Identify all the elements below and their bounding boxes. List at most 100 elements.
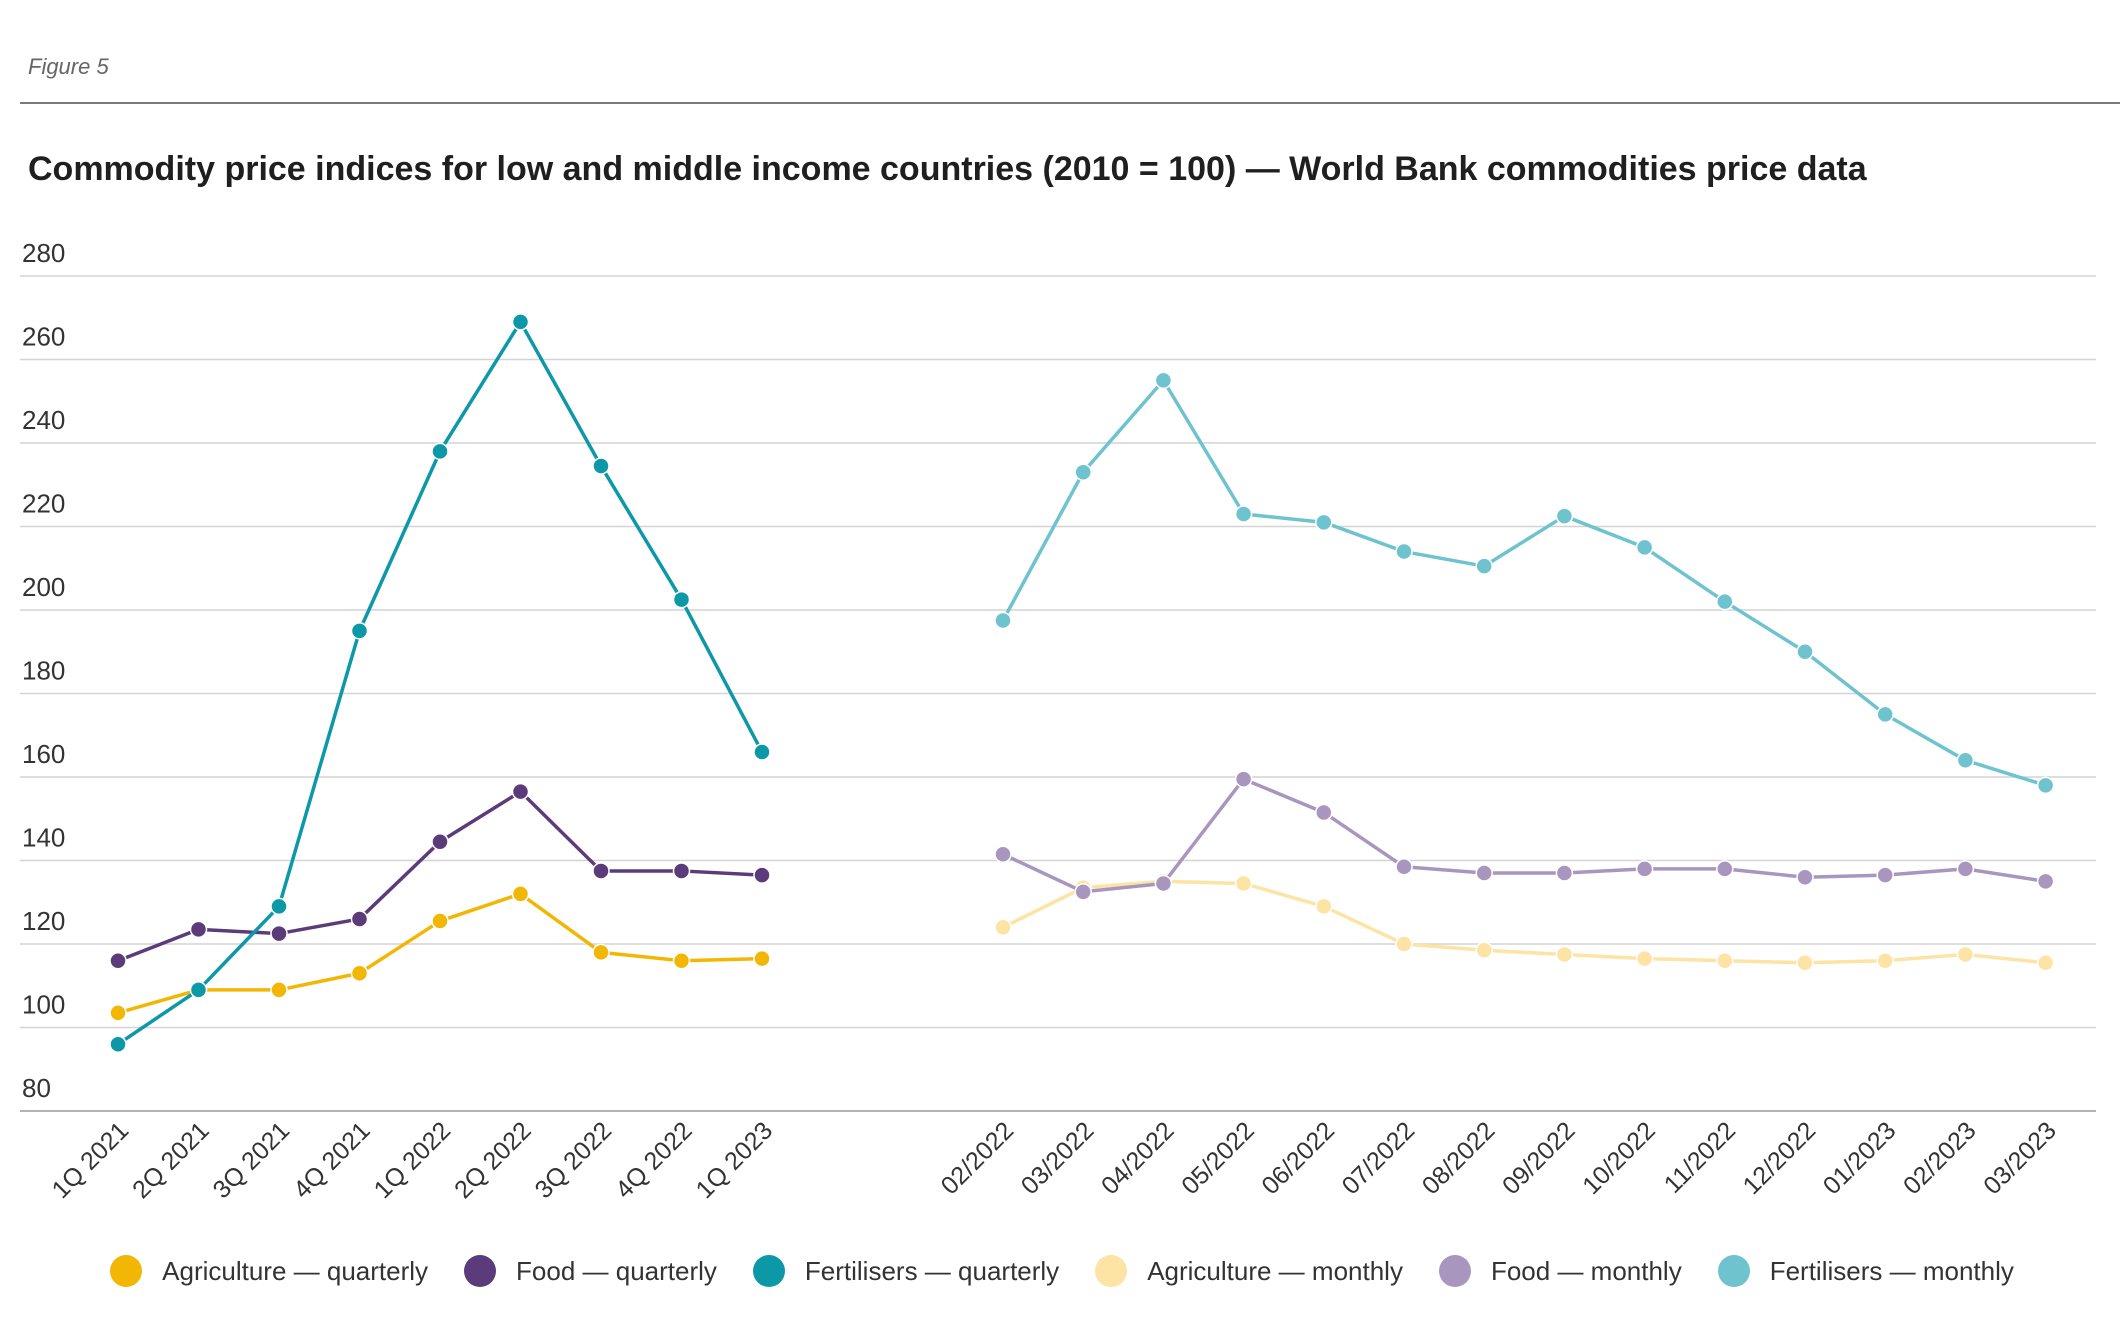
x-tick-label: 1Q 2023 — [691, 1116, 779, 1204]
figure-label: Figure 5 — [28, 54, 109, 79]
data-point — [109, 1004, 127, 1022]
y-tick-label: 100 — [22, 990, 65, 1020]
data-point — [1876, 705, 1894, 724]
x-tick-label: 2Q 2021 — [127, 1116, 215, 1204]
chart-title: Commodity price indices for low and midd… — [28, 150, 1867, 188]
x-tick-label: 02/2022 — [936, 1116, 1020, 1200]
data-point — [1555, 945, 1574, 964]
series-line — [117, 320, 764, 1046]
y-tick-label: 220 — [22, 489, 65, 519]
legend-item: Agriculture — monthly — [1095, 1255, 1403, 1287]
data-point — [753, 743, 771, 761]
legend-item: Agriculture — quarterly — [110, 1255, 428, 1287]
data-point — [1475, 864, 1493, 882]
y-tick-label: 80 — [22, 1073, 51, 1103]
legend-swatch — [110, 1255, 143, 1287]
y-tick-label: 180 — [22, 656, 65, 686]
data-point — [672, 862, 691, 880]
y-tick-label: 280 — [22, 238, 65, 268]
data-point — [672, 590, 691, 609]
data-point — [1154, 371, 1173, 390]
data-point — [1074, 883, 1092, 901]
data-point — [1716, 860, 1734, 878]
series-line — [117, 892, 763, 1015]
data-point — [1716, 951, 1734, 970]
data-point — [1876, 951, 1894, 970]
x-tick-label: 12/2022 — [1738, 1116, 1822, 1200]
data-point — [1635, 538, 1654, 557]
data-point — [350, 964, 369, 982]
y-tick-label: 160 — [22, 739, 65, 769]
data-point — [511, 782, 530, 801]
y-tick-label: 200 — [22, 572, 65, 602]
legend-label: Food — quarterly — [516, 1255, 717, 1286]
data-point — [1796, 954, 1814, 972]
data-point — [2036, 872, 2055, 891]
data-point — [431, 832, 449, 851]
data-point — [189, 920, 208, 939]
x-tick-label: 03/2022 — [1016, 1116, 1100, 1200]
legend-swatch — [752, 1255, 785, 1287]
data-point — [1395, 542, 1413, 561]
x-tick-label: 02/2023 — [1898, 1116, 1982, 1200]
data-point — [1395, 858, 1413, 876]
data-point — [1234, 770, 1253, 788]
legend-label: Fertilisers — monthly — [1769, 1255, 2014, 1286]
data-point — [753, 866, 771, 884]
x-tick-label: 06/2022 — [1256, 1116, 1340, 1200]
data-point — [1635, 949, 1654, 968]
data-point — [1796, 643, 1814, 661]
data-point — [1234, 874, 1253, 893]
data-point — [1716, 592, 1734, 611]
x-tick-label: 01/2023 — [1818, 1116, 1902, 1200]
legend-swatch — [1438, 1255, 1471, 1287]
legend-item: Food — monthly — [1438, 1255, 1682, 1287]
data-point — [1796, 868, 1814, 886]
legend-label: Food — monthly — [1490, 1255, 1682, 1286]
series-line — [1002, 777, 2046, 894]
data-point — [592, 457, 610, 475]
data-point — [270, 897, 288, 916]
legend-label: Agriculture — monthly — [1147, 1255, 1403, 1286]
data-point — [431, 442, 449, 461]
legend-item: Fertilisers — quarterly — [752, 1255, 1060, 1287]
data-point — [2036, 954, 2055, 972]
data-point — [350, 622, 369, 640]
x-tick-label: 3Q 2021 — [208, 1116, 296, 1204]
data-point — [109, 1035, 127, 1053]
data-point — [1074, 463, 1092, 481]
data-point — [109, 951, 127, 970]
x-tick-label: 1Q 2021 — [47, 1116, 135, 1204]
legend-label: Fertilisers — quarterly — [804, 1255, 1060, 1286]
data-point — [511, 885, 530, 903]
series-line — [1002, 879, 2046, 965]
y-tick-label: 140 — [22, 823, 65, 853]
data-point — [431, 912, 449, 930]
data-point — [592, 862, 610, 880]
data-point — [2036, 776, 2055, 795]
series-line — [117, 789, 763, 963]
y-tick-label: 120 — [22, 906, 65, 936]
data-point — [270, 981, 288, 999]
header-divider — [20, 102, 2120, 104]
data-point — [994, 611, 1012, 630]
data-point — [1234, 505, 1253, 523]
legend-label: Agriculture — quarterly — [162, 1255, 429, 1286]
x-tick-label: 11/2022 — [1659, 1116, 1741, 1198]
x-tick-label: 09/2022 — [1497, 1116, 1581, 1200]
x-tick-label: 4Q 2022 — [610, 1116, 698, 1204]
data-point — [994, 845, 1012, 863]
legend-item: Food — quarterly — [464, 1255, 717, 1287]
data-point — [270, 924, 288, 943]
series-line — [1001, 378, 2047, 788]
data-point — [1956, 945, 1975, 964]
data-point — [1395, 935, 1413, 953]
y-tick-label: 240 — [22, 405, 65, 435]
data-point — [1555, 507, 1574, 525]
data-point — [1876, 866, 1894, 884]
y-tick-label: 260 — [22, 322, 65, 352]
x-tick-label: 03/2023 — [1978, 1116, 2062, 1200]
data-point — [672, 951, 691, 970]
data-point — [1555, 864, 1574, 882]
x-tick-label: 1Q 2022 — [369, 1116, 457, 1204]
